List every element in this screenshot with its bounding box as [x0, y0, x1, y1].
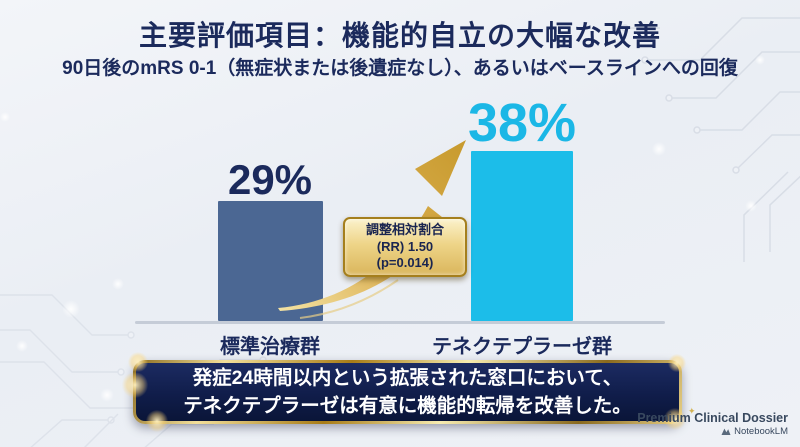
- glow-dot: [745, 200, 757, 212]
- axis-baseline: [135, 321, 665, 324]
- bar-standard-care: [218, 201, 323, 321]
- rr-badge-line1: 調整相対割合: [365, 221, 444, 237]
- glow-dot: [652, 142, 666, 156]
- glow-dot: [755, 55, 765, 65]
- glow-dot: [16, 340, 28, 352]
- rr-badge-line3: (p=0.014): [376, 255, 434, 271]
- glow-dot: [0, 112, 10, 122]
- brand-block: Premium Clinical Dossier NotebookLM: [637, 411, 788, 437]
- notebooklm-label: NotebookLM: [734, 426, 788, 437]
- banner-glow: [146, 410, 168, 432]
- banner-glow: [668, 354, 686, 372]
- glow-dot: [100, 388, 114, 402]
- bar-tenecteplase: [471, 151, 573, 321]
- banner-line2: テネクテプラーゼは有意に機能的転帰を改善した。: [183, 395, 632, 417]
- value-label-tenecteplase: 38%: [467, 93, 577, 153]
- category-label-tenecteplase: テネクテプラーゼ群: [432, 336, 612, 358]
- glow-dot: [62, 300, 80, 318]
- sparkle-icon: ✦: [688, 406, 696, 416]
- summary-banner: 発症24時間以内という拡張された窓口において、 テネクテプラーゼは有意に機能的転…: [133, 360, 682, 424]
- value-label-standard: 29%: [227, 156, 313, 203]
- page-title: 主要評価項目：機能的自立の大幅な改善: [138, 20, 661, 51]
- brand-text: Premium Clinical Dossier: [637, 411, 788, 425]
- banner-glow: [664, 408, 686, 430]
- chart-subtitle: 90日後のmRS 0-1（無症状または後遺症なし）、あるいはベースラインへの回復: [62, 58, 738, 79]
- banner-glow: [122, 372, 148, 398]
- category-label-standard: 標準治療群: [220, 336, 320, 358]
- banner-line1: 発症24時間以内という拡張された窓口において、: [192, 366, 623, 389]
- banner-glow: [128, 352, 148, 372]
- rr-badge-line2: (RR) 1.50: [376, 238, 434, 254]
- notebooklm-logo-icon: [721, 428, 731, 435]
- rr-badge: 調整相対割合 (RR) 1.50 (p=0.014): [343, 217, 467, 277]
- glow-dot: [112, 278, 124, 290]
